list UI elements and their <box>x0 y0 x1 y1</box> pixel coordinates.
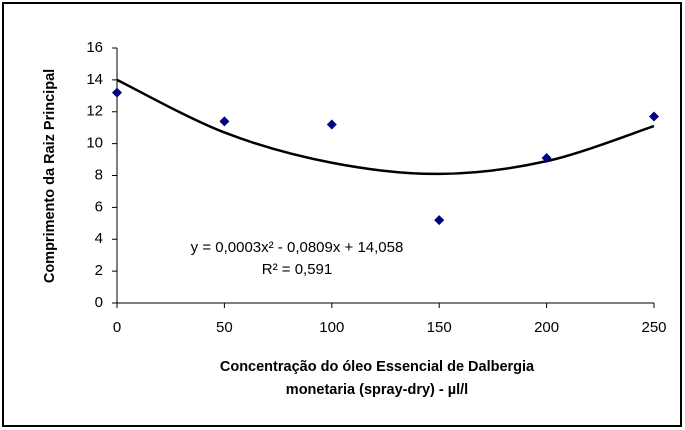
data-point <box>112 87 122 98</box>
x-tick-label: 50 <box>216 319 233 336</box>
y-tick-label: 12 <box>86 103 103 120</box>
data-point <box>649 111 659 122</box>
data-point <box>326 119 337 130</box>
r-squared: R² = 0,591 <box>262 261 332 278</box>
data-point <box>219 116 230 127</box>
x-tick-label: 150 <box>427 319 452 336</box>
y-tick-label: 16 <box>86 39 103 56</box>
x-tick-label: 0 <box>113 319 121 336</box>
x-tick-label: 200 <box>534 319 559 336</box>
y-axis-label: Comprimento da Raiz Principal <box>42 69 58 283</box>
trendline <box>116 78 655 176</box>
equation: y = 0,0003x² - 0,0809x + 14,058 <box>191 239 404 256</box>
data-point <box>541 152 552 163</box>
y-tick-label: 10 <box>86 135 103 152</box>
y-tick-label: 4 <box>95 230 103 247</box>
y-tick-label: 8 <box>95 166 103 183</box>
x-tick-label: 100 <box>319 319 344 336</box>
x-axis-label: Concentração do óleo Essencial de Dalber… <box>220 359 535 375</box>
y-tick-label: 0 <box>95 294 103 311</box>
data-point <box>434 215 445 226</box>
y-tick-label: 6 <box>95 198 103 215</box>
x-axis-label: monetaria (spray-dry) - µl/l <box>286 382 468 398</box>
y-tick-label: 14 <box>86 71 103 88</box>
x-tick-label: 250 <box>641 319 666 336</box>
y-tick-label: 2 <box>95 262 103 279</box>
